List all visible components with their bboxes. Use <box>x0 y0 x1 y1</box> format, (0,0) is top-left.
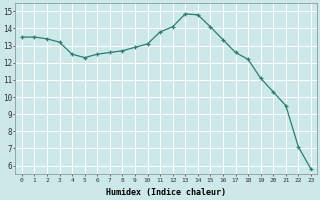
X-axis label: Humidex (Indice chaleur): Humidex (Indice chaleur) <box>106 188 226 197</box>
